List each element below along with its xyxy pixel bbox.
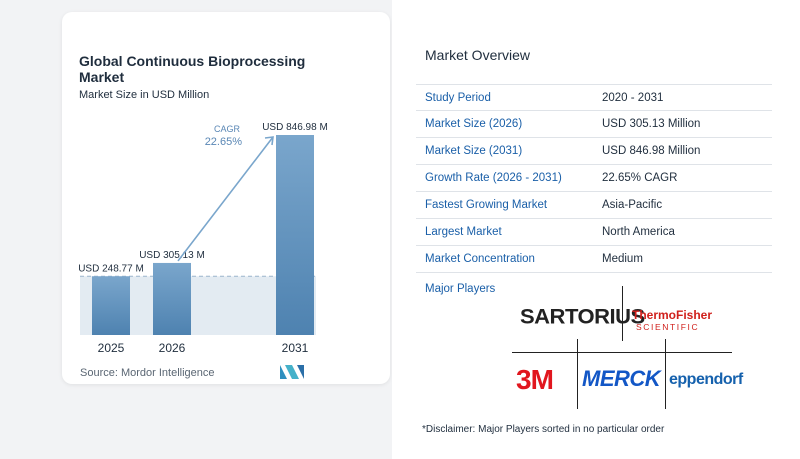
market-overview-panel: Market Overview Study Period 2020 - 2031 M… [392,0,800,459]
overview-row-value: Asia-Pacific [602,199,663,211]
x-tick-2025: 2025 [98,341,125,355]
overview-title: Market Overview [425,47,531,63]
chart-title: Global Continuous Bioprocessing Market [79,53,306,85]
overview-row: Growth Rate (2026 - 2031) 22.65% CAGR [416,165,772,192]
overview-row: Market Concentration Medium [416,246,772,273]
overview-row-label: Largest Market [425,226,502,238]
overview-row: Largest Market North America [416,219,772,246]
overview-row-value: 22.65% CAGR [602,172,678,184]
thermo-fisher-logo: ThermoFisher [632,308,713,322]
overview-row-value: USD 846.98 Million [602,145,701,157]
merck-logo: MERCK [582,366,661,391]
data-label-2025: USD 248.77 M [78,263,144,274]
overview-row-label: Study Period [425,91,491,104]
mordor-logo-icon [280,365,304,379]
bar-2031 [276,135,314,335]
overview-row-label: Market Concentration [425,253,535,265]
overview-row-label: Growth Rate (2026 - 2031) [425,172,562,184]
logo-divider [577,339,578,409]
logo-divider [512,352,732,353]
major-players-title: Major Players [425,283,496,295]
cagr-value: 22.65% [205,136,243,148]
data-label-2026: USD 305.13 M [139,250,205,261]
logo-divider [622,286,623,341]
overview-row-label: Fastest Growing Market [425,199,548,211]
source-note: Source: Mordor Intelligence [80,367,215,379]
sartorius-logo: SARTORIUS [520,304,645,329]
bar-chart: USD 248.77 M 2025 USD 305.13 M 2026 USD 846.… [78,122,328,355]
cagr-label: CAGR [214,124,241,134]
overview-row-value: Medium [602,253,643,265]
overview-row-value: North America [602,226,675,238]
disclaimer: *Disclaimer: Major Players sorted in no … [422,424,665,435]
overview-row-value: 2020 - 2031 [602,91,664,104]
data-label-2031: USD 846.98 M [262,122,328,133]
overview-row: Fastest Growing Market Asia-Pacific [416,192,772,219]
eppendorf-logo: eppendorf [669,371,743,388]
bar-2026 [153,262,191,335]
overview-row: Market Size (2031) USD 846.98 Million [416,138,772,165]
thermo-fisher-logo-sub: SCIENTIFIC [636,322,700,332]
major-players-logos: SARTORIUS ThermoFisher SCIENTIFIC 3M MER… [512,286,743,410]
overview-table: Study Period 2020 - 2031 Market Size (2026… [416,84,772,273]
overview-row-value: USD 305.13 Million [602,118,701,130]
cagr-arrow [177,136,274,262]
overview-row-label: Market Size (2031) [425,145,523,157]
logo-divider [665,339,666,409]
x-tick-2031: 2031 [282,341,309,355]
cagr-arrowhead [264,136,274,146]
3m-logo: 3M [516,364,554,395]
bar-2025 [92,276,130,335]
overview-row: Market Size (2026) USD 305.13 Million [416,111,772,138]
chart-card: USD 248.77 M 2025 USD 305.13 M 2026 USD 846.… [62,12,390,384]
overview-row-label: Market Size (2026) [425,118,523,130]
x-tick-2026: 2026 [159,341,186,355]
overview-row: Study Period 2020 - 2031 [416,84,772,111]
chart-subtitle: Market Size in USD Million [79,89,210,101]
